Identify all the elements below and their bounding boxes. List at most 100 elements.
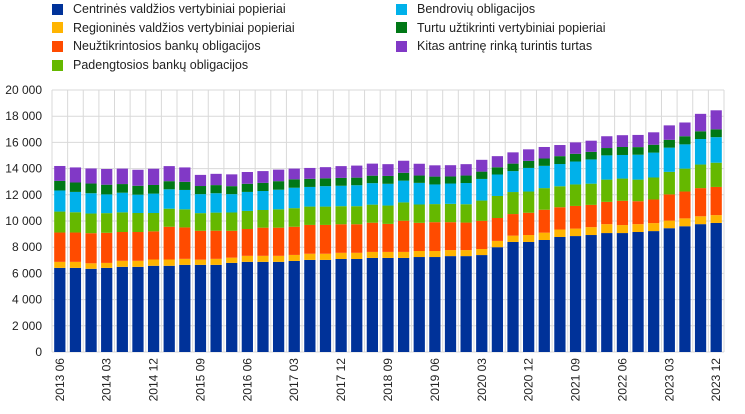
bar-segment: [257, 182, 269, 192]
bar-segment: [444, 256, 457, 352]
bar-segment: [272, 169, 285, 182]
bar-segment: [460, 256, 472, 352]
bar-segment: [69, 182, 82, 192]
bar-segment: [616, 135, 629, 147]
bar-segment: [538, 146, 550, 159]
bar-segment: [476, 255, 488, 352]
bar-segment: [694, 224, 707, 352]
bar-segment: [679, 168, 691, 192]
bar-segment: [476, 220, 488, 250]
bar-segment: [226, 262, 238, 352]
bar-segment: [476, 178, 488, 201]
bar-segment: [523, 160, 535, 168]
bar-stack: [101, 168, 113, 352]
legend-label: Centrinės valdžios vertybiniai popieriai: [73, 2, 286, 16]
bar-segment: [679, 191, 691, 219]
bar-stack: [663, 125, 675, 352]
x-tick-label: 2017 03: [287, 358, 301, 402]
bar-segment: [507, 163, 519, 172]
bar-stack: [460, 164, 472, 352]
bar-segment: [241, 210, 253, 229]
bar-stack: [554, 145, 566, 352]
bar-stack: [679, 122, 691, 352]
bar-segment: [179, 227, 191, 259]
bar-segment: [616, 154, 629, 179]
bar-stack: [585, 140, 597, 352]
bar-stack: [413, 163, 425, 352]
bar-segment: [523, 241, 535, 352]
bar-segment: [226, 212, 238, 231]
bar-segment: [147, 184, 160, 194]
bar-segment: [663, 147, 675, 172]
bar-segment: [85, 193, 97, 214]
bar-segment: [382, 251, 394, 258]
bar-segment: [304, 206, 316, 225]
bar-segment: [288, 168, 300, 180]
bar-segment: [132, 266, 144, 352]
bar-segment: [101, 232, 113, 263]
x-tick-label: 2020 03: [475, 358, 489, 402]
y-tick-label: 0: [35, 345, 42, 359]
bar-segment: [413, 222, 425, 251]
bar-stack: [194, 174, 207, 352]
bar-segment: [382, 223, 394, 252]
bar-segment: [554, 207, 566, 230]
bar-segment: [210, 185, 222, 194]
bar-segment: [398, 202, 410, 221]
bar-segment: [538, 188, 550, 210]
bar-segment: [304, 186, 316, 207]
bar-segment: [69, 267, 82, 352]
bar-segment: [163, 259, 175, 266]
bar-segment: [101, 168, 113, 185]
bar-segment: [460, 250, 472, 257]
bar-segment: [460, 175, 472, 184]
legend-label: Neužtikrintosios bankų obligacijos: [73, 39, 261, 54]
bar-segment: [241, 255, 253, 262]
bar-segment: [319, 186, 332, 207]
bar-segment: [585, 140, 597, 152]
bar-segment: [491, 247, 504, 352]
bar-segment: [569, 161, 582, 185]
y-tick-label: 16 000: [5, 135, 42, 149]
bar-segment: [476, 249, 488, 256]
legend-label: Padengtosios bankų obligacijos: [73, 58, 249, 73]
bar-segment: [241, 228, 253, 256]
legend-swatch: [52, 40, 63, 52]
bar-segment: [710, 186, 722, 216]
bar-segment: [694, 131, 707, 139]
bar-stack: [241, 172, 253, 352]
bar-segment: [226, 194, 238, 213]
bar-segment: [288, 226, 300, 255]
bar-segment: [241, 183, 253, 192]
bar-segment: [648, 231, 660, 352]
bar-segment: [554, 186, 566, 208]
legend-item: Bendrovių obligacijos: [396, 0, 535, 18]
bar-segment: [163, 181, 175, 190]
bar-segment: [319, 206, 332, 225]
bar-segment: [616, 225, 629, 234]
bar-segment: [585, 183, 597, 205]
bar-segment: [85, 168, 97, 184]
bar-segment: [272, 209, 285, 228]
bar-segment: [429, 204, 441, 223]
bar-segment: [444, 183, 457, 204]
bar-segment: [351, 258, 363, 352]
bar-segment: [601, 201, 613, 225]
bar-segment: [601, 136, 613, 149]
x-tick-label: 2015 09: [193, 358, 207, 402]
x-tick-label: 2020 12: [522, 358, 536, 402]
bar-segment: [413, 250, 425, 258]
bar-stack: [335, 166, 347, 352]
bar-segment: [101, 213, 113, 233]
bar-segment: [569, 205, 582, 229]
bar-segment: [538, 165, 550, 189]
bar-segment: [257, 191, 269, 210]
bar-segment: [304, 253, 316, 260]
bar-segment: [194, 259, 207, 265]
bar-segment: [523, 191, 535, 213]
bar-segment: [710, 222, 722, 352]
bar-stack: [710, 110, 722, 352]
bar-segment: [69, 167, 82, 183]
bar-segment: [179, 167, 191, 182]
bar-segment: [132, 194, 144, 214]
